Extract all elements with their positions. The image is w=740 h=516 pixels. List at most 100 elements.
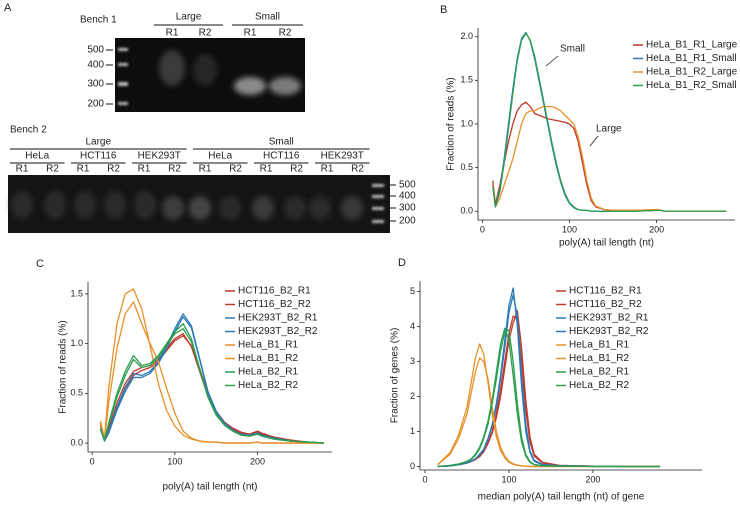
annotation: Large: [596, 124, 622, 135]
gel-bench-1: [115, 38, 305, 112]
ladder-label: 400: [399, 191, 416, 202]
legend-label: HEK293T_B2_R2: [569, 326, 649, 337]
x-tick-label: 0: [480, 224, 485, 234]
lane-label: R2: [199, 28, 212, 39]
panel-label: C: [36, 258, 44, 270]
annotation-pointer: [545, 55, 559, 67]
y-tick-label: 1.0: [460, 118, 473, 128]
series-line: [99, 316, 324, 444]
y-tick-label: 1.5: [70, 288, 83, 298]
ladder-label: 500: [87, 45, 104, 56]
lane-label: R1: [77, 164, 90, 175]
y-tick-label: 2: [410, 391, 415, 401]
legend-label: HCT116_B2_R1: [569, 286, 642, 297]
cell-line-label: HEK293T: [138, 151, 181, 162]
y-tick-label: 3: [410, 356, 415, 366]
lane-label: R1: [16, 164, 29, 175]
legend-label: HeLa_B2_R2: [569, 380, 629, 391]
lane-label: R2: [279, 28, 292, 39]
series-line: [437, 329, 661, 468]
panel-label: A: [4, 2, 12, 14]
legend-label: HEK293T_B2_R2: [238, 326, 318, 337]
legend-label: HeLa_B1_R1_Small: [646, 53, 737, 64]
lane-label: R1: [199, 164, 212, 175]
y-tick-label: 1.5: [460, 75, 473, 85]
x-tick-label: 100: [167, 456, 182, 466]
ladder-label: 400: [87, 60, 104, 71]
ladder-label: 200: [399, 216, 416, 227]
legend-label: HeLa_B2_R2: [238, 380, 298, 391]
lane-label: R1: [321, 164, 334, 175]
x-axis-label: median poly(A) tail length (nt) of gene: [478, 492, 645, 503]
annotation: Small: [560, 44, 585, 55]
lane-label: R1: [244, 28, 257, 39]
panel-label: D: [398, 257, 406, 269]
y-tick-label: 0: [410, 461, 415, 471]
series-line: [437, 357, 661, 468]
lane-label: R1: [260, 164, 273, 175]
x-tick-label: 200: [250, 456, 265, 466]
legend-label: HeLa_B2_R1: [569, 367, 629, 378]
x-axis-label: poly(A) tail length (nt): [162, 482, 257, 493]
group-label: Large: [85, 137, 111, 148]
legend-label: HeLa_B1_R2: [238, 353, 298, 364]
legend-label: HeLa_B1_R1: [238, 340, 298, 351]
cell-line-label: HCT116: [263, 151, 300, 162]
series-line: [437, 294, 661, 468]
group-label: Small: [255, 12, 280, 23]
y-tick-label: 0.0: [460, 206, 473, 216]
legend-label: HEK293T_B2_R1: [569, 313, 649, 324]
legend-label: HeLa_B1_R2_Large: [646, 67, 738, 78]
lane-label: R2: [168, 164, 181, 175]
lane-label: R1: [166, 28, 179, 39]
y-axis-label: Fraction of reads (%): [446, 77, 457, 170]
gel-title: Bench 1: [80, 15, 117, 26]
lane-label: R1: [138, 164, 151, 175]
legend-label: HeLa_B1_R2_Small: [646, 80, 737, 91]
gel-title: Bench 2: [10, 125, 47, 136]
axis-line: [477, 28, 735, 221]
y-axis-label: Fraction of genes (%): [390, 328, 401, 424]
x-tick-label: 100: [562, 224, 577, 234]
cell-line-label: HCT116: [80, 151, 117, 162]
ladder-label: 200: [87, 99, 104, 110]
x-tick-label: 200: [585, 474, 600, 484]
x-tick-label: 0: [90, 456, 95, 466]
cell-line-label: HEK293T: [321, 151, 364, 162]
series-line: [492, 101, 727, 212]
y-tick-label: 1: [410, 426, 415, 436]
group-label: Small: [269, 137, 294, 148]
series-line: [492, 105, 727, 212]
x-tick-label: 100: [501, 474, 516, 484]
legend-label: HeLa_B1_R2: [569, 353, 629, 364]
panel-label: B: [440, 4, 447, 16]
legend-label: HCT116_B2_R2: [569, 299, 642, 310]
lane-label: R2: [46, 164, 59, 175]
axis-line: [87, 282, 332, 453]
series-line: [99, 328, 324, 444]
y-tick-label: 4: [410, 321, 415, 331]
lane-label: R2: [351, 164, 364, 175]
legend-label: HeLa_B1_R1: [569, 340, 629, 351]
series-line: [99, 333, 324, 444]
x-tick-label: 200: [649, 224, 664, 234]
lane-label: R2: [290, 164, 303, 175]
y-tick-label: 1.0: [70, 338, 83, 348]
legend-label: HCT116_B2_R1: [238, 286, 311, 297]
cell-line-label: HeLa: [208, 151, 232, 162]
group-label: Large: [176, 12, 202, 23]
cell-line-label: HeLa: [25, 151, 49, 162]
legend-label: HeLa_B1_R1_Large: [646, 40, 738, 51]
series-line: [99, 301, 324, 444]
series-line: [492, 32, 727, 212]
y-tick-label: 5: [410, 286, 415, 296]
y-tick-label: 2.0: [460, 31, 473, 41]
y-tick-label: 0.5: [460, 162, 473, 172]
y-axis-label: Fraction of reads (%): [58, 320, 69, 413]
legend-label: HEK293T_B2_R1: [238, 313, 318, 324]
lane-label: R2: [229, 164, 242, 175]
ladder-label: 300: [87, 79, 104, 90]
ladder-label: 500: [399, 180, 416, 191]
x-tick-label: 0: [423, 474, 428, 484]
annotation-pointer: [589, 135, 599, 147]
